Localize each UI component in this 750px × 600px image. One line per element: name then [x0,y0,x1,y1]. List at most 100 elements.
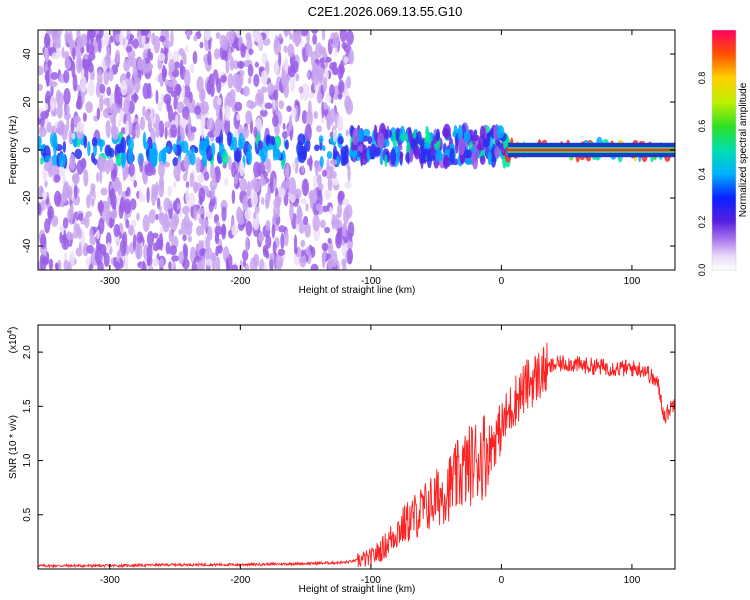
spectrogram-cell [273,89,279,101]
spectrogram-cell [191,260,198,270]
spectrogram-cell [384,154,388,168]
spectrogram-cell [304,123,312,142]
spectrogram-cell [222,38,229,52]
spectrogram-cell [247,144,253,152]
spectrogram-cell [311,62,319,77]
spectrogram-cell [292,60,299,73]
spectrogram-cell [321,30,326,41]
spectrogram-cell [328,241,334,257]
spectrogram-cell [227,73,234,89]
spectrogram-cell [190,126,197,133]
spectrogram-cell [116,93,123,105]
spectrogram-cell [146,256,153,266]
spectrogram-cell [259,258,265,270]
spectrogram-cell [177,125,181,143]
spectrogram-cell [271,135,276,146]
spectrogram-cell [216,78,222,94]
spectrogram-cell [272,177,277,191]
spectrogram-cell [183,69,191,87]
spectrogram-cell [305,246,310,256]
spectrogram-cell [205,258,213,266]
spectrogram-cell [132,38,139,49]
spectrogram-cell [312,33,318,45]
spectrogram-cell [187,130,195,142]
spectrogram-cell [183,83,191,101]
spectrogram-cell [119,31,124,46]
spectrogram-cell [465,131,471,143]
snr-scale-label: (x104) [7,327,19,354]
spectrogram-cell [224,104,231,122]
spectrogram-cell [76,121,85,132]
spectrogram-cell [136,212,140,221]
spectrogram-cell [200,222,205,236]
spectrogram-cell [183,96,189,106]
spectrogram-cell [295,73,300,82]
x-tick-label: -300 [100,575,120,586]
y-tick-label: 40 [22,48,33,60]
snr-y-label: SNR (10 * v/v) [8,415,19,479]
spectrogram-cell [91,197,95,207]
spectrogram-cell [264,102,273,110]
spectrogram-cell [89,227,94,239]
spectrogram-cell [126,93,131,110]
spectrogram-cell [233,147,242,162]
spectrogram-cell [329,170,337,179]
spectrogram-cell [87,141,91,157]
spectrogram-cell [38,135,42,147]
spectrogram-cell [81,90,85,105]
spectrogram-cell [126,78,135,95]
snr-series-line [38,342,675,569]
spectrogram-cell [413,150,420,157]
spectrogram-cell [128,224,135,236]
spectrogram-cell [40,110,49,120]
spectrogram-cell [337,115,344,133]
spectrogram-cell [225,92,233,106]
spectrogram-y-label: Frequency (Hz) [8,116,19,185]
spectrogram-cell [172,156,179,167]
spectrogram-cell [140,30,147,36]
spectrogram-cell [100,187,108,196]
spectrogram-cell [99,168,103,184]
spectrogram-cell [458,137,466,156]
spectrogram-cell [97,201,104,214]
colorbar-label: Normalized spectral amplitude [738,82,749,217]
spectrogram-cell [107,157,115,172]
spectrogram-cell [93,158,98,166]
spectrogram-cell [50,100,56,111]
spectrogram-cell [349,150,358,158]
spectrogram-cell [75,55,83,74]
spectrogram-cell [51,215,59,227]
spectrogram-cell [258,177,267,187]
spectrogram-cell [250,191,258,208]
spectrogram-cell [189,91,193,104]
spectrogram-cell [178,48,185,56]
y-tick-label: 0 [22,147,33,153]
spectrogram-x-ticks: -300 -200 -100 0 100 [100,30,641,287]
spectrogram-cell [284,230,289,247]
spectrogram-cell [164,78,169,87]
spectrogram-cell [301,249,305,257]
spectrogram-cell [161,147,167,163]
spectrogram-cell [178,251,184,265]
spectrogram-cell [231,224,239,237]
spectrogram-cell [86,194,91,209]
spectrogram-cell [377,132,385,150]
spectrogram-cell [348,48,355,65]
spectrogram-cell [136,231,144,245]
spectrogram-cell [332,128,337,143]
spectrogram-cell [63,259,70,270]
spectrogram-cell [179,59,184,75]
spectrogram-cell [157,100,163,112]
spectrogram-cell [115,260,120,270]
spectrogram-cell [51,52,59,60]
spectrogram-cell [261,197,265,205]
spectrogram-cell [329,159,338,166]
spectrogram-cell [161,64,167,83]
spectrogram-cell [281,130,288,139]
spectrogram-cell [120,127,126,135]
spectrogram-cell [267,81,274,96]
spectrogram-cell [62,217,69,229]
spectrogram-cell [408,148,414,163]
spectrogram-cell [62,189,68,203]
spectrogram-cell [494,145,501,159]
